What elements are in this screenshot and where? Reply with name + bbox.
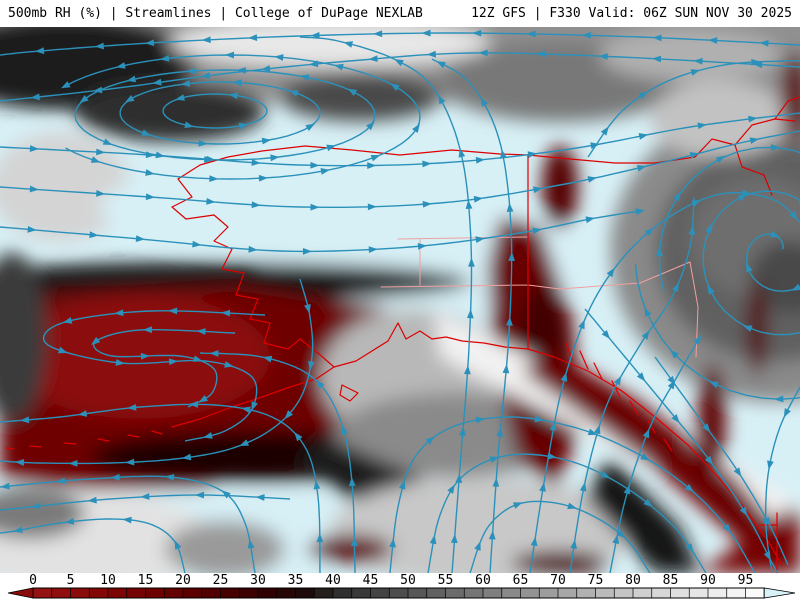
colorbar-overflow-arrow bbox=[763, 587, 796, 599]
product-title: 500mb RH (%) | Streamlines | College of … bbox=[8, 6, 423, 21]
rh-field-layer bbox=[0, 27, 800, 573]
colorbar-tick-label: 45 bbox=[363, 573, 379, 588]
colorbar-tick-label: 20 bbox=[175, 573, 191, 588]
colorbar-bar bbox=[7, 587, 796, 599]
colorbar-tick-label: 10 bbox=[100, 573, 116, 588]
colorbar-tick-label: 30 bbox=[250, 573, 266, 588]
colorbar-tick-label: 50 bbox=[400, 573, 416, 588]
colorbar-underflow-arrow bbox=[7, 587, 34, 599]
colorbar-tick-label: 65 bbox=[513, 573, 529, 588]
colorbar-tick-label: 70 bbox=[550, 573, 566, 588]
colorbar-tick-label: 95 bbox=[738, 573, 754, 588]
colorbar-tick-label: 35 bbox=[288, 573, 304, 588]
colorbar: 0 5 10 15 20 25 30 35 40 45 50 55 60 65 70 75 80 85 90 95 bbox=[0, 573, 800, 600]
colorbar-tick-label: 75 bbox=[588, 573, 604, 588]
colorbar-tick-label: 85 bbox=[663, 573, 679, 588]
title-bar: 500mb RH (%) | Streamlines | College of … bbox=[0, 0, 800, 27]
colorbar-tick-label: 90 bbox=[700, 573, 716, 588]
streamline-layer bbox=[0, 29, 800, 573]
weather-map bbox=[0, 27, 800, 573]
colorbar-tick-label: 5 bbox=[67, 573, 75, 588]
colorbar-tick-label: 60 bbox=[475, 573, 491, 588]
valid-time-label: 12Z GFS | F330 Valid: 06Z SUN NOV 30 202… bbox=[471, 6, 792, 21]
colorbar-tick-labels: 0 5 10 15 20 25 30 35 40 45 50 55 60 65 70 75 80 85 90 95 bbox=[29, 573, 753, 588]
colorbar-tick-label: 0 bbox=[29, 573, 37, 588]
colorbar-tick-label: 40 bbox=[325, 573, 341, 588]
coastline-layer bbox=[5, 96, 800, 573]
colorbar-tick-label: 80 bbox=[625, 573, 641, 588]
colorbar-tick-label: 55 bbox=[438, 573, 454, 588]
colorbar-tick-label: 25 bbox=[213, 573, 229, 588]
colorbar-tick-label: 15 bbox=[138, 573, 154, 588]
